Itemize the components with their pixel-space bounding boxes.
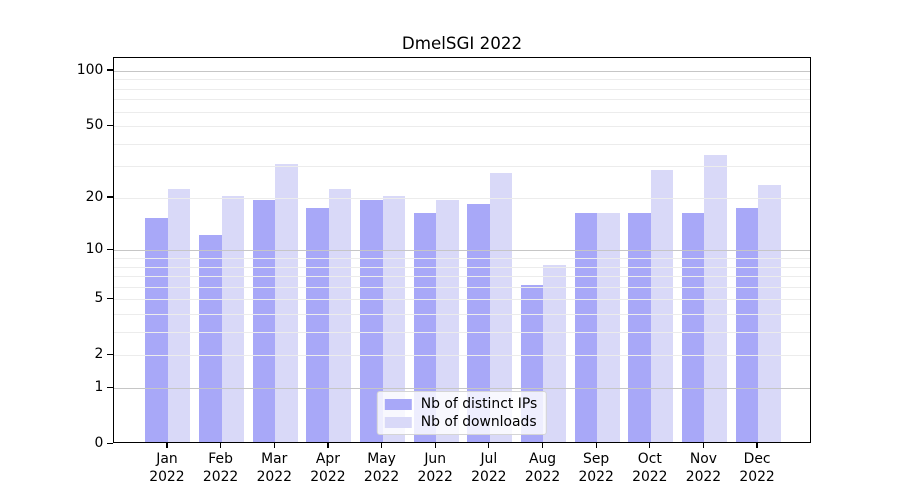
x-tick-year: 2022 — [149, 468, 185, 485]
bar-downloads-sep — [597, 213, 620, 443]
x-tick-mark-apr — [327, 443, 329, 448]
bar-distinct-ips-apr — [306, 208, 329, 443]
x-tick-year: 2022 — [685, 468, 722, 485]
bar-distinct-ips-jul — [467, 204, 490, 443]
x-tick-year: 2022 — [739, 468, 775, 485]
y-tick-label-1: 1 — [94, 379, 104, 396]
bar-downloads-jun — [436, 199, 459, 443]
x-tick-label-apr: Apr 2022 — [298, 451, 358, 486]
y-tick-label-50: 50 — [85, 117, 104, 134]
legend-swatch-distinct-ips-icon — [384, 399, 412, 411]
x-tick-year: 2022 — [524, 468, 561, 485]
x-tick-label-mar: Mar 2022 — [244, 451, 304, 486]
x-tick-mark-oct — [649, 443, 651, 448]
x-tick-label-jun: Jun 2022 — [405, 451, 465, 486]
x-tick-month: Apr — [315, 451, 340, 468]
bar-downloads-feb — [221, 195, 245, 443]
x-tick-label-oct: Oct 2022 — [620, 451, 680, 486]
legend-entry-distinct-ips: Nb of distinct IPs — [384, 396, 538, 413]
x-tick-year: 2022 — [578, 468, 614, 485]
bar-downloads-nov — [704, 154, 727, 443]
legend-label-distinct-ips: Nb of distinct IPs — [420, 396, 538, 413]
x-tick-month: Oct — [637, 451, 662, 468]
x-tick-year: 2022 — [363, 468, 400, 485]
y-tick-mark-1 — [107, 386, 114, 388]
x-tick-mark-jul — [488, 443, 490, 448]
bar-distinct-ips-feb — [199, 234, 222, 443]
x-tick-mark-nov — [702, 443, 705, 448]
bars-layer — [114, 58, 809, 443]
bar-downloads-mar — [275, 164, 298, 443]
y-tick-label-20: 20 — [85, 188, 104, 205]
y-tick-label-0: 0 — [94, 435, 104, 452]
x-tick-month: Mar — [261, 451, 288, 468]
bar-distinct-ips-oct — [628, 213, 651, 443]
x-tick-month: Jul — [480, 451, 498, 468]
y-tick-mark-50 — [107, 124, 114, 126]
x-tick-mark-mar — [273, 443, 275, 448]
x-tick-mark-sep — [595, 443, 597, 448]
x-tick-label-sep: Sep 2022 — [566, 451, 626, 486]
x-tick-label-aug: Aug 2022 — [513, 451, 573, 486]
x-tick-label-nov: Nov 2022 — [673, 451, 733, 486]
x-tick-mark-dec — [756, 443, 758, 448]
bar-downloads-may — [382, 195, 406, 443]
x-tick-label-dec: Dec 2022 — [727, 451, 787, 486]
bar-distinct-ips-jun — [413, 213, 437, 443]
x-tick-month: Nov — [689, 451, 717, 468]
plot-area: Nb of distinct IPs Nb of downloads — [113, 57, 811, 444]
legend: Nb of distinct IPs Nb of downloads — [376, 391, 548, 436]
y-tick-label-10: 10 — [85, 241, 104, 258]
x-tick-year: 2022 — [310, 468, 346, 485]
y-tick-label-5: 5 — [94, 290, 104, 307]
x-tick-mark-feb — [219, 443, 222, 448]
x-tick-month: Dec — [743, 451, 771, 468]
bar-distinct-ips-jan — [145, 217, 168, 443]
y-tick-mark-0 — [107, 442, 114, 444]
x-tick-month: Feb — [208, 451, 233, 468]
y-tick-label-100: 100 — [76, 61, 104, 78]
legend-label-downloads: Nb of downloads — [420, 413, 537, 430]
bar-downloads-dec — [758, 185, 781, 443]
bar-distinct-ips-dec — [735, 208, 759, 443]
x-tick-mark-aug — [541, 443, 544, 448]
bar-distinct-ips-may — [360, 199, 383, 443]
x-tick-mark-may — [380, 443, 383, 448]
bar-distinct-ips-mar — [252, 199, 276, 443]
bar-distinct-ips-nov — [681, 213, 705, 443]
x-tick-label-feb: Feb 2022 — [191, 451, 251, 486]
x-tick-year: 2022 — [256, 468, 292, 485]
x-tick-month: Jan — [156, 451, 178, 468]
bar-downloads-oct — [650, 169, 674, 443]
y-tick-mark-100 — [107, 69, 114, 71]
bar-downloads-aug — [543, 264, 566, 443]
x-tick-label-may: May 2022 — [352, 451, 412, 486]
x-tick-year: 2022 — [202, 468, 239, 485]
x-tick-label-jul: Jul 2022 — [459, 451, 519, 486]
y-tick-mark-20 — [107, 196, 114, 198]
bar-distinct-ips-sep — [574, 213, 598, 443]
y-tick-mark-2 — [107, 353, 114, 356]
bar-downloads-jan — [167, 188, 191, 443]
x-tick-month: Aug — [528, 451, 557, 468]
y-tick-mark-10 — [107, 248, 114, 250]
x-tick-year: 2022 — [632, 468, 668, 485]
x-tick-month: May — [367, 451, 396, 468]
y-tick-label-2: 2 — [94, 346, 104, 363]
x-tick-mark-jan — [166, 443, 168, 448]
x-tick-label-jan: Jan 2022 — [137, 451, 197, 486]
x-tick-year: 2022 — [471, 468, 507, 485]
chart-title: DmelSGI 2022 — [401, 33, 523, 53]
legend-swatch-downloads-icon — [384, 416, 412, 428]
x-tick-mark-jun — [434, 443, 436, 448]
y-tick-mark-5 — [107, 297, 114, 299]
x-tick-month: Jun — [424, 451, 447, 468]
bar-downloads-apr — [328, 188, 352, 443]
x-tick-year: 2022 — [417, 468, 453, 485]
x-tick-month: Sep — [583, 451, 610, 468]
bar-downloads-jul — [489, 172, 513, 443]
legend-entry-downloads: Nb of downloads — [384, 413, 537, 430]
